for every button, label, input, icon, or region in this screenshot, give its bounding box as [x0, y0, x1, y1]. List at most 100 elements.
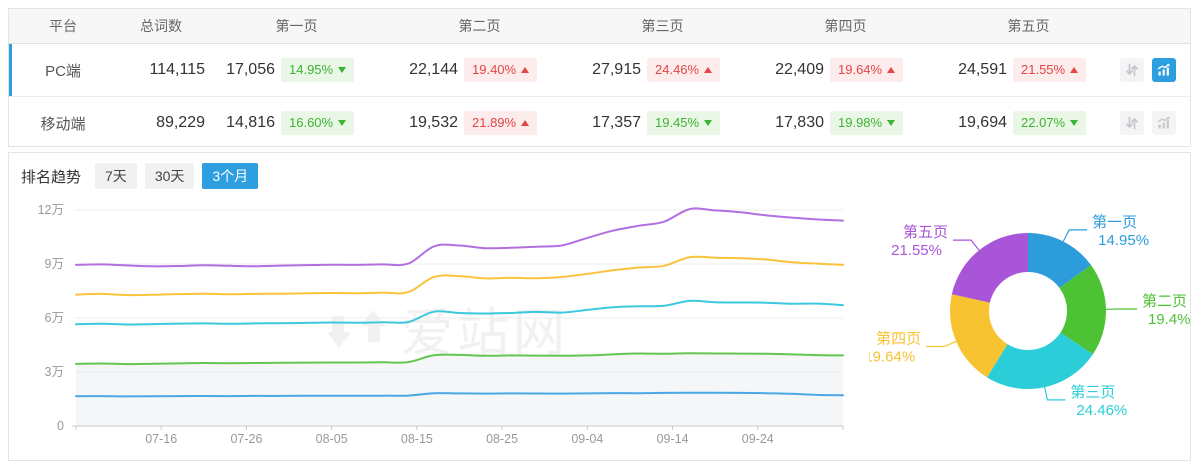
page-5-change-badge: 22.07% [1013, 111, 1087, 135]
table-row-mobile[interactable]: 移动端 89,229 14,816 16.60% 19,532 21.89% 17,357 1… [9, 97, 1190, 149]
page-5-change-cell: 21.55% [1007, 58, 1120, 82]
rank-trend-card: 排名趋势 7天 30天 3个月 爱站网 07-16 07-26 08-05 08-15 08… [8, 152, 1191, 461]
donut-label-5: 第五页 [903, 223, 948, 241]
platform-label: 移动端 [40, 115, 86, 133]
svg-text:08-25: 08-25 [486, 432, 518, 446]
page-3-count: 27,915 [592, 61, 641, 78]
donut-label-4: 第四页 [876, 329, 921, 347]
donut-slice-4 [950, 294, 1008, 378]
arrow-down-icon [704, 120, 713, 126]
svg-text:09-14: 09-14 [657, 432, 689, 446]
trend-period-tabs: 7天 30天 3个月 [95, 163, 259, 189]
row-actions [1120, 58, 1192, 82]
donut-label-1: 第一页 [1092, 213, 1137, 231]
page-5-change-badge: 21.55% [1013, 58, 1087, 82]
trend-chart-button[interactable] [1152, 58, 1176, 82]
svg-text:08-05: 08-05 [316, 432, 348, 446]
page-3-change-badge: 19.45% [647, 111, 721, 135]
svg-text:6万: 6万 [45, 311, 64, 325]
page-4-change-badge: 19.98% [830, 111, 904, 135]
svg-text:9万: 9万 [45, 257, 64, 271]
donut-label-2: 第二页 [1142, 292, 1187, 310]
arrow-down-icon [338, 120, 347, 126]
change-percent: 21.89% [472, 115, 517, 130]
svg-text:09-24: 09-24 [742, 432, 774, 446]
page-3-change-badge: 24.46% [647, 58, 721, 82]
change-percent: 19.98% [838, 115, 883, 130]
donut-slice-3 [986, 332, 1093, 389]
donut-slice-5 [951, 233, 1028, 303]
page-1-count: 17,056 [226, 61, 275, 78]
svg-text:0: 0 [57, 419, 64, 433]
change-percent: 22.07% [1021, 115, 1066, 130]
page-5-count: 19,694 [958, 114, 1007, 131]
arrow-down-icon [887, 120, 896, 126]
change-percent: 21.55% [1021, 62, 1066, 77]
page-1-change-cell: 16.60% [275, 111, 388, 135]
sort-button[interactable] [1120, 111, 1144, 135]
svg-text:07-16: 07-16 [145, 432, 177, 446]
sort-button[interactable] [1120, 58, 1144, 82]
page-2-change-badge: 21.89% [464, 111, 538, 135]
donut-percent-5: 21.55% [891, 242, 942, 259]
page-2-change-badge: 19.40% [464, 58, 538, 82]
trend-tab-0[interactable]: 7天 [95, 163, 137, 189]
page-3-count: 17,357 [592, 114, 641, 131]
column-header-page-3: 第三页 [641, 18, 684, 34]
change-percent: 24.46% [655, 62, 700, 77]
page-4-count: 17,830 [775, 114, 824, 131]
sort-arrows-icon [1126, 63, 1138, 77]
page-2-change-cell: 19.40% [458, 58, 571, 82]
arrow-up-icon [887, 67, 896, 73]
change-percent: 19.45% [655, 115, 700, 130]
arrow-up-icon [521, 120, 530, 126]
svg-text:3万: 3万 [45, 365, 64, 379]
donut-percent-1: 14.95% [1098, 232, 1149, 249]
donut-percent-4: 19.64% [869, 348, 915, 365]
svg-text:08-15: 08-15 [401, 432, 433, 446]
arrow-down-icon [338, 67, 347, 73]
trend-header: 排名趋势 7天 30天 3个月 [9, 153, 1190, 190]
total-words-value: 89,229 [156, 114, 205, 131]
page-4-count: 22,409 [775, 61, 824, 78]
page-5-count: 24,591 [958, 61, 1007, 78]
platform-label: PC端 [45, 62, 81, 80]
change-percent: 16.60% [289, 115, 334, 130]
page-1-change-cell: 14.95% [275, 58, 388, 82]
arrow-down-icon [1070, 120, 1079, 126]
change-percent: 14.95% [289, 62, 334, 77]
row-actions [1120, 111, 1192, 135]
page-2-count: 22,144 [409, 61, 458, 78]
svg-text:07-26: 07-26 [230, 432, 262, 446]
page-1-change-badge: 14.95% [281, 58, 355, 82]
page-3-change-cell: 24.46% [641, 58, 754, 82]
table-row-pc[interactable]: PC端 114,115 17,056 14.95% 22,144 19.40% 27,915… [9, 44, 1190, 97]
table-body: PC端 114,115 17,056 14.95% 22,144 19.40% 27,915… [9, 44, 1190, 149]
trend-chart-icon [1157, 116, 1170, 129]
arrow-up-icon [521, 67, 530, 73]
page-1-count: 14,816 [226, 114, 275, 131]
column-header-page-4: 第四页 [824, 18, 867, 34]
page-4-change-cell: 19.98% [824, 111, 937, 135]
page-4-change-cell: 19.64% [824, 58, 937, 82]
trend-tab-2[interactable]: 3个月 [202, 163, 259, 189]
column-header-total: 总词数 [140, 18, 182, 34]
column-header-platform: 平台 [49, 18, 77, 34]
trend-chart-button[interactable] [1152, 111, 1176, 135]
watermark-text: 爱站网 [401, 305, 570, 363]
page-4-change-badge: 19.64% [830, 58, 904, 82]
change-percent: 19.64% [838, 62, 883, 77]
donut-label-3: 第三页 [1070, 383, 1115, 401]
trend-tab-1[interactable]: 30天 [144, 163, 195, 189]
table-header-row: 平台 总词数 第一页 第二页 第三页 第四页 第五页 [9, 9, 1190, 44]
total-words-value: 114,115 [149, 61, 205, 78]
change-percent: 19.40% [472, 62, 517, 77]
page-2-count: 19,532 [409, 114, 458, 131]
donut-percent-2: 19.4% [1148, 311, 1191, 328]
svg-text:12万: 12万 [38, 203, 64, 217]
column-header-page-1: 第一页 [275, 18, 318, 34]
arrow-up-icon [704, 67, 713, 73]
sort-arrows-icon [1126, 116, 1138, 130]
page-3-change-cell: 19.45% [641, 111, 754, 135]
